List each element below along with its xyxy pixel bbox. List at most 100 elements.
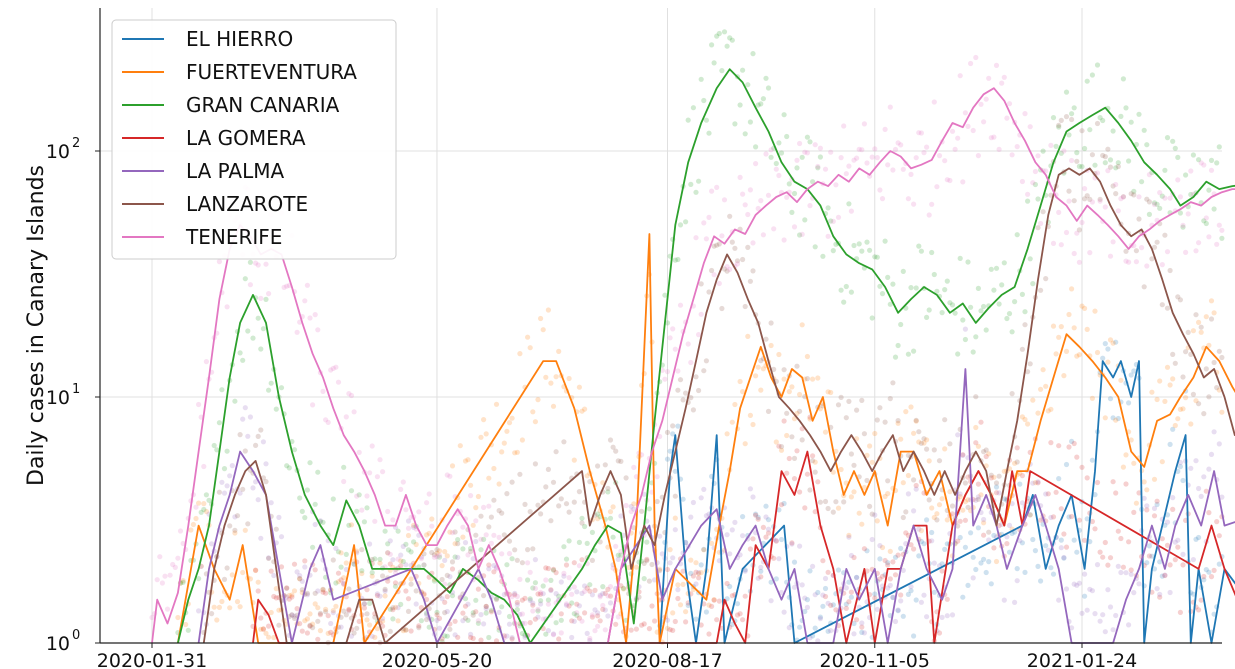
daily-point <box>825 389 831 395</box>
daily-point <box>973 334 979 340</box>
daily-point <box>232 530 238 536</box>
daily-point <box>286 592 292 599</box>
daily-point <box>1131 188 1137 194</box>
daily-point <box>1063 114 1070 120</box>
daily-point <box>543 374 549 380</box>
daily-point <box>807 568 813 574</box>
daily-point <box>807 487 813 493</box>
daily-point <box>747 546 754 552</box>
daily-point <box>872 254 878 260</box>
daily-point <box>698 281 704 287</box>
daily-point <box>846 599 852 605</box>
daily-point <box>675 256 681 263</box>
daily-point <box>644 558 650 564</box>
daily-point <box>302 298 308 304</box>
daily-point <box>1074 230 1080 236</box>
daily-point <box>846 532 852 539</box>
daily-point <box>729 527 735 533</box>
daily-point <box>641 560 647 567</box>
daily-point <box>390 607 396 613</box>
daily-point <box>203 508 209 515</box>
daily-point <box>677 302 684 308</box>
daily-point <box>346 586 352 592</box>
daily-point <box>960 594 966 600</box>
daily-point <box>929 529 935 536</box>
daily-point <box>1014 459 1020 465</box>
daily-point <box>1172 539 1178 545</box>
daily-point <box>742 593 748 599</box>
daily-point <box>755 575 761 581</box>
daily-point <box>1126 158 1132 164</box>
daily-point <box>556 503 562 509</box>
daily-point <box>380 469 386 475</box>
daily-point <box>817 154 824 160</box>
daily-point <box>1188 421 1194 427</box>
daily-point <box>688 359 694 366</box>
daily-point <box>882 238 888 244</box>
daily-point <box>227 605 233 611</box>
daily-point <box>667 547 673 553</box>
daily-point <box>418 556 424 562</box>
daily-point <box>983 569 989 576</box>
daily-point <box>488 607 494 614</box>
daily-point <box>449 463 456 469</box>
daily-point <box>377 457 383 463</box>
daily-point <box>944 517 950 523</box>
daily-point <box>1139 245 1145 251</box>
daily-point <box>841 299 847 305</box>
daily-point <box>921 440 927 446</box>
daily-point <box>753 512 759 518</box>
daily-point <box>1066 311 1072 318</box>
daily-point <box>781 609 787 615</box>
y-tick-label: 10 <box>46 633 70 655</box>
daily-point <box>1030 536 1036 543</box>
daily-point <box>690 105 697 111</box>
daily-point <box>1043 276 1049 282</box>
daily-point <box>887 301 893 307</box>
daily-point <box>543 484 549 490</box>
daily-point <box>408 628 414 634</box>
daily-point <box>765 526 772 532</box>
daily-point <box>258 615 264 621</box>
daily-point <box>1025 198 1031 204</box>
daily-point <box>1131 590 1137 596</box>
daily-point <box>830 248 836 254</box>
daily-point <box>1032 168 1038 175</box>
daily-point <box>825 569 831 575</box>
daily-point <box>286 596 292 602</box>
daily-point <box>869 536 875 543</box>
x-tick-label: 2020-08-17 <box>612 650 722 669</box>
daily-point <box>367 622 373 628</box>
daily-point <box>703 117 710 123</box>
daily-point <box>885 274 891 280</box>
daily-point <box>965 497 971 503</box>
daily-point <box>162 573 168 579</box>
daily-point <box>900 480 906 486</box>
daily-point <box>574 610 580 616</box>
daily-point <box>255 262 261 268</box>
daily-point <box>864 548 870 554</box>
daily-point <box>996 473 1002 479</box>
daily-point <box>478 536 484 542</box>
daily-point <box>475 493 481 500</box>
daily-point <box>765 408 772 414</box>
daily-point <box>600 606 606 613</box>
daily-point <box>1063 229 1070 236</box>
daily-point <box>1110 415 1116 421</box>
daily-point <box>418 618 424 624</box>
daily-point <box>483 532 489 538</box>
daily-point <box>468 548 474 555</box>
daily-point <box>284 463 290 469</box>
daily-point <box>473 609 479 615</box>
daily-point <box>307 460 313 466</box>
daily-point <box>835 214 842 220</box>
daily-point <box>1004 534 1010 540</box>
daily-point <box>514 593 520 600</box>
daily-point <box>1027 512 1033 518</box>
daily-point <box>807 203 813 209</box>
daily-point <box>579 408 585 414</box>
daily-point <box>436 554 443 560</box>
daily-point <box>1154 586 1160 592</box>
daily-point <box>390 605 396 611</box>
daily-point <box>1061 555 1067 561</box>
